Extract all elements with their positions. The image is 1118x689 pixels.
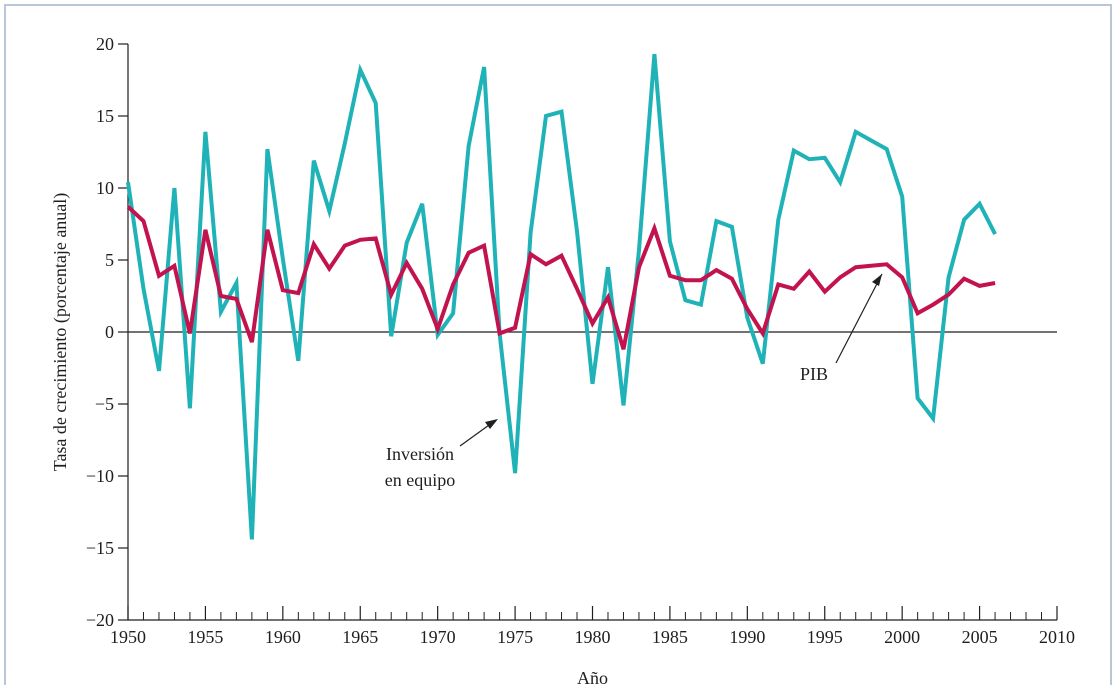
y-tick-label: −15 (86, 538, 114, 558)
x-tick-label: 1995 (807, 627, 843, 647)
x-tick-label: 1960 (265, 627, 301, 647)
x-tick-label: 1955 (187, 627, 223, 647)
y-tick-label: 20 (96, 34, 114, 54)
annotation-pib: PIB (800, 273, 883, 384)
x-tick-label: 2010 (1039, 627, 1075, 647)
x-tick-label: 2005 (962, 627, 998, 647)
annotation-investment-line2: en equipo (385, 470, 455, 490)
series-layer (126, 53, 997, 540)
annotation-investment: Inversión en equipo (385, 419, 498, 490)
x-tick-label: 2000 (884, 627, 920, 647)
series-line-pib (126, 205, 996, 350)
x-ticks: 1950 1955 1960 1965 1970 1975 1980 1985 1990 1995… (110, 606, 1075, 647)
x-tick-label: 1985 (652, 627, 688, 647)
y-tick-label: 0 (105, 322, 114, 342)
x-axis-title: Año (577, 668, 608, 688)
x-tick-label: 1975 (497, 627, 533, 647)
y-axis-title: Tasa de crecimiento (porcentaje anual) (50, 193, 71, 472)
y-tick-label: −10 (86, 466, 114, 486)
x-tick-label: 1950 (110, 627, 146, 647)
x-tick-label: 1970 (420, 627, 456, 647)
x-tick-label: 1980 (575, 627, 611, 647)
x-tick-label: 1965 (342, 627, 378, 647)
y-tick-label: −5 (95, 394, 114, 414)
annotation-investment-arrowhead (485, 419, 498, 429)
axes (127, 44, 1057, 621)
series-line-inversion-en-equipo (126, 53, 997, 540)
y-tick-label: −20 (86, 610, 114, 630)
x-minor-ticks (142, 612, 1043, 620)
y-tick-label: 10 (96, 178, 114, 198)
y-ticks: −20 −15 −10 −5 0 5 10 15 20 (86, 34, 128, 630)
x-tick-label: 1990 (729, 627, 765, 647)
annotation-pib-arrowhead (872, 274, 882, 286)
chart-frame (4, 4, 1112, 685)
annotation-pib-label: PIB (800, 364, 828, 384)
y-tick-label: 5 (105, 250, 114, 270)
y-tick-label: 15 (96, 106, 114, 126)
annotation-investment-line1: Inversión (386, 444, 454, 464)
annotation-pib-arrow (835, 273, 883, 364)
